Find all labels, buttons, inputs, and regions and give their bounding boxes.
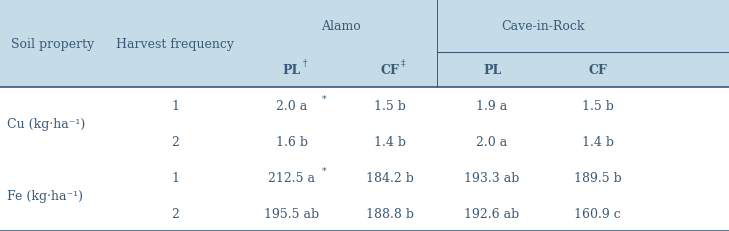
Text: 195.5 ab: 195.5 ab <box>264 207 319 220</box>
Text: 193.3 ab: 193.3 ab <box>464 171 520 184</box>
Text: 1.5 b: 1.5 b <box>374 99 406 112</box>
Text: 2: 2 <box>171 207 179 220</box>
Text: 189.5 b: 189.5 b <box>574 171 622 184</box>
Text: 1.5 b: 1.5 b <box>582 99 614 112</box>
Text: *: * <box>322 94 327 103</box>
Text: 2.0 a: 2.0 a <box>477 135 507 148</box>
Text: Soil property: Soil property <box>11 37 94 50</box>
Text: ‡: ‡ <box>401 59 405 68</box>
Text: Alamo: Alamo <box>321 20 361 33</box>
Text: 188.8 b: 188.8 b <box>366 207 414 220</box>
Text: †: † <box>303 59 307 68</box>
Text: Harvest frequency: Harvest frequency <box>116 37 234 50</box>
Text: Fe (kg·ha⁻¹): Fe (kg·ha⁻¹) <box>7 189 83 202</box>
Text: Cave-in-Rock: Cave-in-Rock <box>502 20 585 33</box>
Text: 2.0 a: 2.0 a <box>276 99 307 112</box>
Text: 1.4 b: 1.4 b <box>374 135 406 148</box>
Text: 1.6 b: 1.6 b <box>276 135 308 148</box>
Text: 2: 2 <box>171 135 179 148</box>
Text: PL: PL <box>483 64 502 77</box>
Text: 184.2 b: 184.2 b <box>366 171 414 184</box>
Text: 1.4 b: 1.4 b <box>582 135 614 148</box>
Text: 160.9 c: 160.9 c <box>574 207 621 220</box>
Text: CF: CF <box>588 64 607 77</box>
Text: 212.5 a: 212.5 a <box>268 171 315 184</box>
Text: 192.6 ab: 192.6 ab <box>464 207 520 220</box>
Text: 1.9 a: 1.9 a <box>477 99 507 112</box>
Text: *: * <box>322 166 327 175</box>
Text: PL: PL <box>282 64 301 77</box>
Text: CF: CF <box>381 64 399 77</box>
Bar <box>0 0 729 88</box>
Text: 1: 1 <box>171 171 179 184</box>
Text: 1: 1 <box>171 99 179 112</box>
Text: Cu (kg·ha⁻¹): Cu (kg·ha⁻¹) <box>7 117 85 130</box>
